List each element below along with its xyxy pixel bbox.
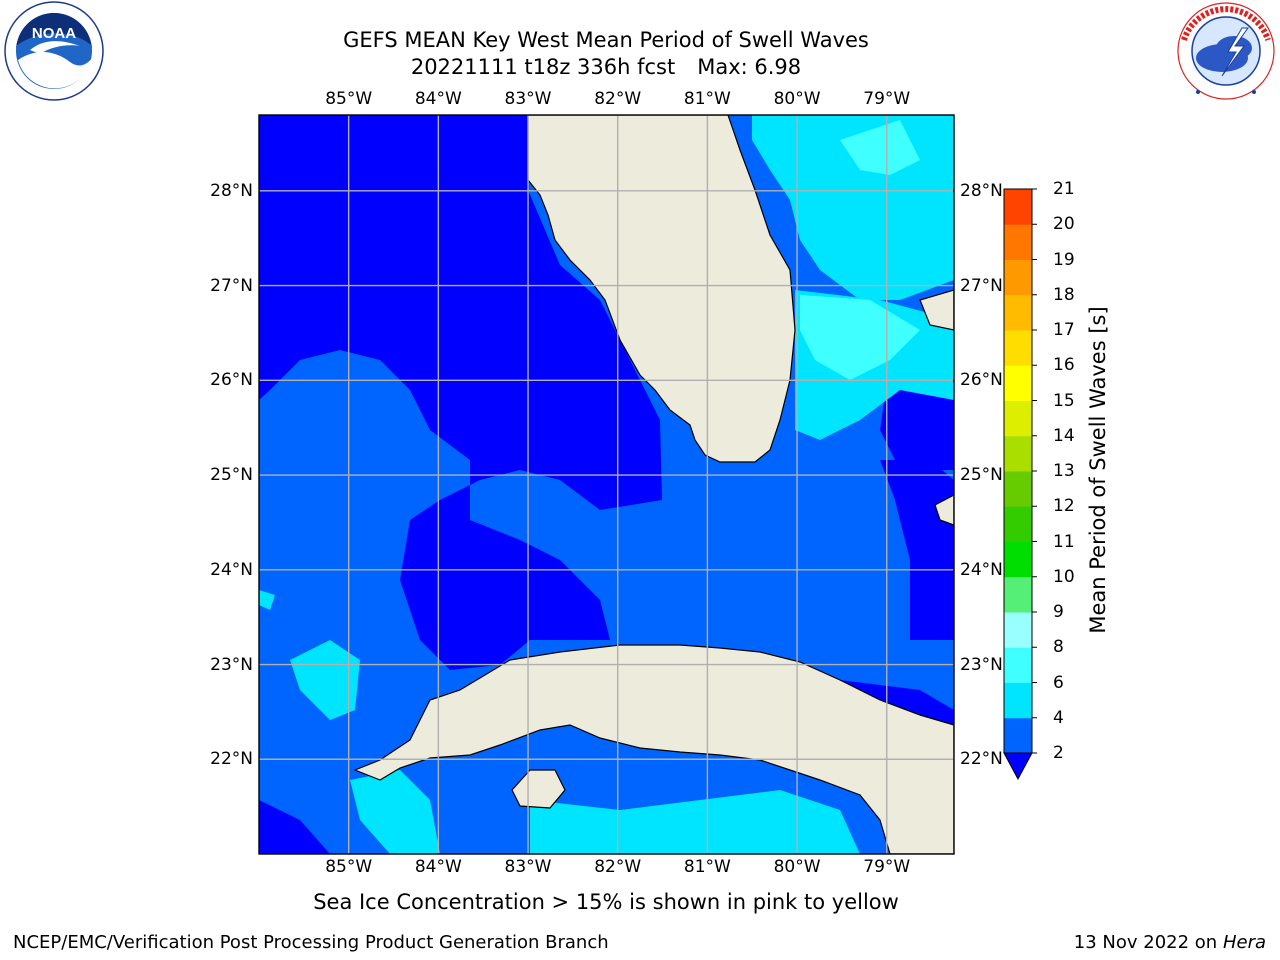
colorbar-segment <box>1004 400 1032 437</box>
nws-logo <box>1177 2 1275 100</box>
lat-tick-label: 26°N <box>210 370 253 391</box>
colorbar-tick-label: 8 <box>1053 637 1064 658</box>
colorbar-tick-label: 12 <box>1053 496 1075 517</box>
lon-tick-label: 84°W <box>414 89 462 109</box>
colorbar-tick-label: 2 <box>1053 743 1064 763</box>
colorbar-segment <box>1004 717 1032 754</box>
lat-tick-label: 27°N <box>960 275 1003 296</box>
colorbar-segment <box>1004 330 1032 366</box>
colorbar-segment <box>1004 224 1032 260</box>
colorbar-tick-label: 14 <box>1053 425 1075 446</box>
lat-tick-label: 22°N <box>210 749 253 770</box>
colorbar-tick-label: 18 <box>1053 284 1075 305</box>
swell-band-6-8 <box>840 120 920 175</box>
colorbar-segment <box>1004 365 1032 401</box>
lat-tick-label: 22°N <box>960 749 1003 770</box>
florida-land <box>527 115 796 463</box>
lat-tick-label: 23°N <box>210 654 253 675</box>
colorbar-tick-label: 20 <box>1053 214 1075 235</box>
swell-band-4-6 <box>259 590 275 610</box>
lat-tick-label: 26°N <box>960 370 1003 391</box>
lon-tick-label: 83°W <box>504 89 552 109</box>
machine-name: Hera <box>1222 932 1266 953</box>
isla-juventud-land <box>511 769 566 809</box>
colorbar-title: Mean Period of Swell Waves [s] <box>1086 306 1110 634</box>
colorbar-segment <box>1004 612 1032 648</box>
colorbar-segment <box>1004 471 1032 507</box>
sea-ice-caption: Sea Ice Concentration > 15% is shown in … <box>313 890 899 914</box>
chart-subtitle: 20221111 t18z 336h fcst Max: 6.98 <box>256 54 956 80</box>
lat-tick-label: 24°N <box>960 559 1003 580</box>
cuba-land <box>353 644 954 854</box>
colorbar-segment <box>1004 259 1032 296</box>
forecast-run-label: 20221111 t18z 336h fcst <box>410 55 676 79</box>
lat-tick-label: 28°N <box>210 180 253 201</box>
svg-text:NOAA: NOAA <box>32 25 76 42</box>
noaa-logo: NOAA <box>4 1 104 101</box>
map-frame <box>258 114 955 855</box>
swell-band-4-6 <box>350 770 440 854</box>
bahamas-land <box>919 289 954 331</box>
lon-tick-label: 81°W <box>683 89 731 109</box>
swell-below-2-region <box>259 800 330 854</box>
generation-date: 13 Nov 2022 on Hera <box>1073 932 1266 953</box>
colorbar-tick-label: 15 <box>1053 390 1075 411</box>
colorbar-segment <box>1004 541 1032 578</box>
lon-tick-label: 82°W <box>594 857 642 877</box>
colorbar-segment <box>1004 576 1032 613</box>
colorbar-tick-label: 11 <box>1053 531 1075 552</box>
colorbar-segment <box>1004 294 1032 331</box>
colorbar-tick-label: 21 <box>1053 179 1075 199</box>
colorbar <box>1003 188 1037 781</box>
lat-tick-label: 25°N <box>210 465 253 486</box>
colorbar-tick-label: 19 <box>1053 249 1075 270</box>
colorbar-segment <box>1004 647 1032 683</box>
lon-tick-label: 85°W <box>325 857 373 877</box>
colorbar-tick-label: 17 <box>1053 320 1075 340</box>
lon-tick-label: 83°W <box>504 857 552 877</box>
map-plot-area <box>259 115 954 854</box>
lon-tick-label: 85°W <box>325 89 373 109</box>
colorbar-segment <box>1004 506 1032 542</box>
swell-band-4-6 <box>290 640 360 720</box>
colorbar-under-arrow <box>1003 752 1033 781</box>
colorbar-segment <box>1004 435 1032 472</box>
colorbar-tick-label: 9 <box>1053 602 1064 622</box>
colorbar-tick-label: 4 <box>1053 707 1064 728</box>
colorbar-tick-label: 13 <box>1053 461 1075 481</box>
lat-tick-label: 24°N <box>210 559 253 580</box>
chart-title: GEFS MEAN Key West Mean Period of Swell … <box>343 28 869 52</box>
lon-tick-label: 82°W <box>594 89 642 109</box>
lon-tick-label: 81°W <box>683 857 731 877</box>
bahamas-land <box>934 494 954 526</box>
lon-tick-label: 79°W <box>863 89 911 109</box>
lat-tick-label: 25°N <box>960 465 1003 486</box>
swell-band-6-8 <box>800 295 920 380</box>
swell-band-4-6 <box>530 790 860 854</box>
colorbar-tick-label: 10 <box>1053 566 1075 587</box>
lat-tick-label: 28°N <box>960 180 1003 201</box>
colorbar-tick-label: 6 <box>1053 672 1064 693</box>
producer-credit: NCEP/EMC/Verification Post Processing Pr… <box>13 932 609 953</box>
lon-tick-label: 84°W <box>414 857 462 877</box>
lon-tick-label: 80°W <box>773 89 821 109</box>
swell-below-2-region <box>259 115 662 670</box>
lon-tick-label: 79°W <box>863 857 911 877</box>
lat-tick-label: 27°N <box>210 275 253 296</box>
lon-tick-label: 80°W <box>773 857 821 877</box>
max-value-label: Max: 6.98 <box>697 55 802 79</box>
colorbar-tick-label: 16 <box>1053 355 1075 376</box>
colorbar-segment <box>1004 189 1032 225</box>
lat-tick-label: 23°N <box>960 654 1003 675</box>
colorbar-segment <box>1004 682 1032 719</box>
swell-below-2-region <box>259 115 420 300</box>
